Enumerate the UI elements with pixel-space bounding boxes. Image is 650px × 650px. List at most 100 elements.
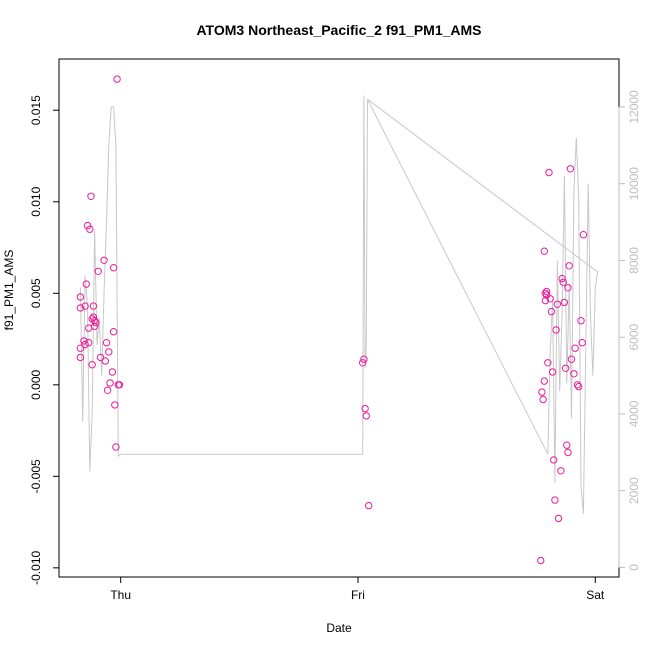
data-point [109,264,118,272]
data-point [554,514,563,523]
chart-title: ATOM3 Northeast_Pacific_2 f91_PM1_AMS [196,22,481,38]
data-point [80,337,88,345]
data-point [537,556,545,565]
y-axis: -0.010 -0.005 0.000 0.005 0.010 0.015 [29,95,60,585]
data-point [90,322,99,330]
y2-tick-label: 6000 [627,324,641,351]
y-tick-label: -0.005 [29,459,43,493]
data-point [570,370,578,378]
y-tick-label: 0.010 [29,186,43,216]
data-point [548,368,557,376]
data-point [90,317,99,325]
data-point [540,247,548,255]
data-point [578,339,586,347]
data-point [565,262,573,270]
data-point [85,339,93,347]
x-axis-label: Date [326,621,352,635]
data-point [365,501,373,510]
data-point [81,302,89,310]
data-point [86,225,94,233]
data-point [546,295,554,303]
data-point [547,307,556,316]
data-point [76,353,85,362]
data-point [541,289,550,297]
y2-tick-label: 12000 [627,90,641,124]
data-point [101,357,110,365]
data-point [577,317,585,325]
data-point [563,441,571,449]
data-point [544,359,552,367]
data-point [557,467,565,475]
data-point [573,381,582,389]
data-point [106,379,114,387]
data-point [105,348,113,356]
data-point [81,340,89,349]
data-point [112,443,120,451]
data-point [561,364,570,372]
data-point [551,496,559,504]
y2-axis: 0 2000 4000 6000 8000 10000 12000 [618,90,641,571]
data-point [567,355,576,363]
data-point [564,448,572,457]
y-tick-label: 0.015 [29,95,43,125]
data-point [103,386,112,394]
data-point [82,280,91,288]
data-point [550,456,558,464]
data-point [109,328,118,336]
data-point [76,344,85,352]
data-point [100,256,108,264]
y-tick-label: 0.005 [29,278,43,308]
data-point [571,344,579,352]
data-point [540,377,548,385]
data-point [360,355,368,363]
data-point [542,287,551,296]
data-point [76,293,85,301]
data-point [108,368,117,376]
data-point [558,274,566,283]
data-point [545,168,553,177]
x-tick-label: Thu [110,588,131,602]
y-axis-label: f91_PM1_AMS [2,250,16,331]
data-point [541,296,550,305]
data-point [564,284,572,292]
data-point [94,267,102,275]
points-layer [76,75,588,565]
data-point [538,388,546,396]
y-tick-label: -0.010 [29,551,43,585]
line-layer [79,95,599,514]
data-point [552,326,560,334]
data-point [566,165,575,173]
y2-tick-label: 2000 [627,477,641,504]
y2-tick-label: 4000 [627,400,641,427]
data-point [553,300,561,308]
data-point [559,278,567,286]
data-point [83,221,92,230]
data-point [102,339,111,347]
data-point [88,361,96,369]
y2-tick-label: 10000 [627,167,641,201]
y2-tick-label: 0 [627,564,641,571]
data-point [89,302,98,310]
x-tick-label: Fri [351,588,365,602]
x-axis: Thu Fri Sat [110,576,605,602]
y-tick-label: 0.000 [29,369,43,399]
data-point [87,192,95,201]
data-point [115,381,124,389]
x-tick-label: Sat [586,588,605,602]
data-point [560,298,569,307]
plot-box [58,58,620,578]
data-point [76,304,85,312]
data-point [113,75,121,83]
y2-tick-label: 8000 [627,247,641,274]
data-point [362,412,370,420]
data-point [111,401,119,409]
data-point [359,359,367,367]
data-point [92,318,100,327]
data-point [579,231,588,239]
data-point [575,382,583,391]
data-point [539,395,547,404]
data-point [96,353,105,362]
series-line-1 [79,95,599,514]
data-point [361,404,369,413]
